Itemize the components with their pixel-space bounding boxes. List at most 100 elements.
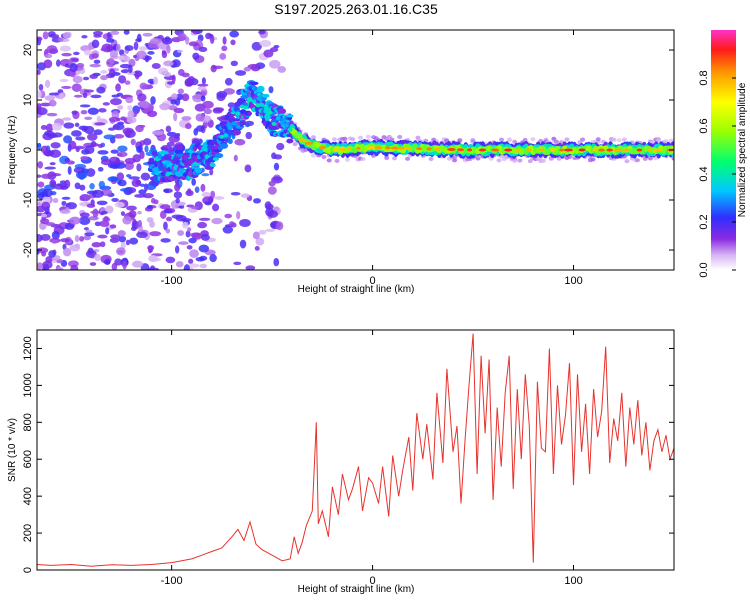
spectrogram-noise-cell <box>99 220 110 227</box>
spectrogram-noise-cell <box>37 69 41 75</box>
spectrogram-noise-cell <box>161 50 168 59</box>
spectrogram-ridge-cell <box>264 113 271 121</box>
spectrogram-haze-cell <box>540 158 546 163</box>
spectrogram-ridge-peak <box>318 146 327 150</box>
spectrogram-noise-cell <box>94 253 101 262</box>
spectrogram-noise-cell <box>124 45 134 51</box>
spectrogram-noise-cell <box>177 230 185 236</box>
snr-panel: -100 0 100 0 200 400 600 800 1000 1200 Height of… <box>7 329 675 595</box>
spectrogram-noise-cell <box>37 142 42 150</box>
spectrogram-noise-cell <box>173 112 178 122</box>
spectrogram-ridge-peak <box>622 148 631 152</box>
spectrogram-noise-cell <box>43 263 50 270</box>
spectrogram-noise-cell <box>71 130 82 137</box>
spectrogram-noise-cell <box>177 69 185 76</box>
spectrogram-ridge-cell <box>286 114 294 118</box>
spectrogram-noise-cell <box>209 168 214 176</box>
spectrogram-noise-cell <box>60 238 70 243</box>
spectrogram-haze-cell <box>470 138 476 143</box>
spectrogram-ridge-cell <box>194 167 203 174</box>
spectrogram-noise-cell <box>201 77 206 85</box>
spectrogram-noise-cell <box>109 49 119 58</box>
spectrogram-x-ticks: -100 0 100 <box>161 30 583 287</box>
spectrogram-noise-cell <box>192 30 201 35</box>
spectrogram-hump-cell <box>231 121 237 126</box>
spectrogram-noise-cell <box>55 183 68 187</box>
spectrogram-noise-cell <box>111 197 119 202</box>
snr-y-tick-label: 600 <box>22 450 34 468</box>
spectrogram-y-tick-label: 0 <box>22 147 34 153</box>
spectrogram-noise-cell <box>44 130 55 136</box>
spectrogram-noise-cell <box>197 86 207 91</box>
spectrogram-ridge-peak <box>491 148 500 152</box>
spectrogram-noise-cell <box>163 60 174 67</box>
spectrogram-noise-cell <box>41 173 52 179</box>
spectrogram-noise-cell <box>83 227 89 231</box>
spectrogram-noise-cell <box>224 213 233 219</box>
spectrogram-haze-cell <box>311 153 317 158</box>
spectrogram-noise-cell <box>163 188 173 194</box>
spectrogram-hump-cell <box>263 105 269 110</box>
spectrogram-noise-cell <box>245 123 250 128</box>
spectrogram-ridge-peak <box>598 148 605 152</box>
spectrogram-ridge-cell <box>174 149 184 155</box>
spectrogram-noise-cell <box>267 210 279 218</box>
spectrogram-noise-cell <box>230 39 236 46</box>
spectrogram-noise-cell <box>90 94 102 99</box>
spectrogram-noise-cell <box>96 200 108 206</box>
spectrogram-haze-cell <box>342 136 348 141</box>
spectrogram-noise-cell <box>107 176 119 182</box>
spectrogram-noise-cell <box>148 255 158 263</box>
spectrogram-noise-cell <box>268 180 276 187</box>
spectrogram-noise-cell <box>103 134 116 140</box>
spectrogram-noise-cell <box>175 197 180 204</box>
spectrogram-noise-cell <box>60 185 69 190</box>
spectrogram-noise-cell <box>153 76 159 85</box>
spectrogram-noise-cell <box>87 107 99 115</box>
spectrogram-ridge-cell <box>233 118 240 122</box>
spectrogram-noise-cell <box>166 44 171 54</box>
spectrogram-noise-cell <box>84 116 93 120</box>
spectrogram-noise-cell <box>125 239 131 246</box>
spectrogram-noise-cell <box>126 71 136 76</box>
spectrogram-haze-cell <box>311 135 317 140</box>
spectrogram-noise-cell <box>165 228 171 234</box>
spectrogram-ridge-cell <box>232 129 241 136</box>
spectrogram-noise-cell <box>89 262 97 266</box>
spectrogram-noise-cell <box>37 250 40 255</box>
spectrogram-noise-cell <box>89 74 98 80</box>
spectrogram-haze-cell <box>551 136 557 141</box>
spectrogram-noise-cell <box>130 138 136 146</box>
spectrogram-noise-cell <box>144 145 149 153</box>
spectrogram-noise-cell <box>109 237 120 243</box>
spectrogram-ridge-cell <box>240 95 250 99</box>
spectrogram-noise-cell <box>212 107 223 114</box>
spectrogram-noise-cell <box>276 142 285 151</box>
spectrogram-noise-cell <box>165 216 173 222</box>
spectrogram-noise-cell <box>44 166 57 170</box>
spectrogram-noise-cell <box>96 86 106 94</box>
spectrogram-noise-cell <box>55 59 61 67</box>
spectrogram-ridge-peak <box>374 146 383 150</box>
spectrogram-noise-cell <box>75 147 80 153</box>
spectrogram-noise-cell <box>147 51 155 55</box>
spectrogram-noise-cell <box>178 241 189 245</box>
spectrogram-ridge-peak <box>538 148 545 152</box>
spectrogram-noise-cell <box>98 180 106 189</box>
spectrogram-noise-cell <box>40 145 49 154</box>
spectrogram-noise-cell <box>67 165 72 175</box>
spectrogram-noise-cell <box>133 41 139 51</box>
spectrogram-noise-cell <box>273 206 280 212</box>
spectrogram-noise-cell <box>51 230 60 240</box>
spectrogram-noise-cell <box>161 145 171 150</box>
spectrogram-noise-cell <box>136 231 148 239</box>
spectrogram-noise-cell <box>110 98 122 106</box>
spectrogram-noise-cell <box>176 49 183 53</box>
spectrogram-noise-cell <box>203 108 212 115</box>
spectrogram-noise-cell <box>233 261 242 266</box>
spectrogram-noise-cell <box>174 245 180 254</box>
spectrogram-noise-cell <box>80 110 88 115</box>
spectrogram-haze-cell <box>444 138 450 143</box>
spectrogram-noise-cell <box>140 172 151 181</box>
spectrogram-noise-cell <box>229 30 240 38</box>
